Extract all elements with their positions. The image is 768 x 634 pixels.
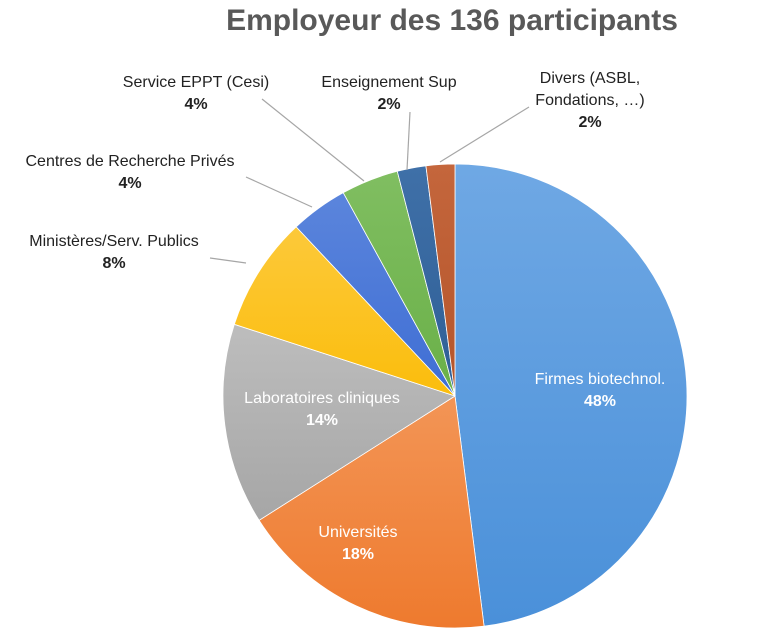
slice-value-centres-de-recherche-prives: 4% [118, 175, 141, 192]
leader-line-centres-de-recherche-prives [245, 176, 313, 208]
slice-label-firmes-biotechnol: Firmes biotechnol. 48% [535, 371, 666, 410]
slice-value-universites: 18% [342, 546, 374, 563]
pie-slice-ministeres-serv-publics [233, 226, 456, 397]
slice-label-ministeres-serv-publics: Ministères/Serv. Publics 8% [29, 233, 199, 272]
labels-layer: Firmes biotechnol. 48% Universités 18% Labor… [26, 70, 666, 563]
slice-label-enseignement-sup: Enseignement Sup 2% [321, 74, 456, 113]
slice-value-service-eppt-cesi: 4% [184, 96, 207, 113]
leader-lines [209, 98, 530, 264]
leader-line-ministeres-serv-publics [209, 257, 247, 264]
slice-label-universites: Universités 18% [318, 524, 397, 563]
pie-slice-laboratoires-cliniques [222, 323, 456, 521]
slice-label-divers-asbl-fondations: Divers (ASBL, Fondations, …) 2% [535, 70, 644, 131]
slice-value-divers-asbl-fondations: 2% [578, 114, 601, 131]
leader-line-divers-asbl-fondations [439, 106, 530, 163]
slice-value-ministeres-serv-publics: 8% [102, 255, 125, 272]
pie-slice-firmes-biotechnol [454, 163, 688, 627]
slices-layer [222, 163, 688, 629]
slice-label-laboratoires-cliniques: Laboratoires cliniques 14% [244, 390, 400, 429]
pie-slice-universites [258, 395, 485, 629]
slice-label-service-eppt-cesi: Service EPPT (Cesi) 4% [123, 74, 269, 113]
slice-value-firmes-biotechnol: 48% [584, 393, 616, 410]
slice-value-enseignement-sup: 2% [377, 96, 400, 113]
chart-title: Employeur des 136 participants [226, 4, 678, 37]
slice-label-centres-de-recherche-prives: Centres de Recherche Privés 4% [26, 153, 235, 192]
leader-line-enseignement-sup [406, 111, 411, 171]
leader-line-service-eppt-cesi [261, 98, 365, 182]
slice-value-laboratoires-cliniques: 14% [306, 412, 338, 429]
pie-slice-divers-asbl-fondations [425, 163, 456, 397]
